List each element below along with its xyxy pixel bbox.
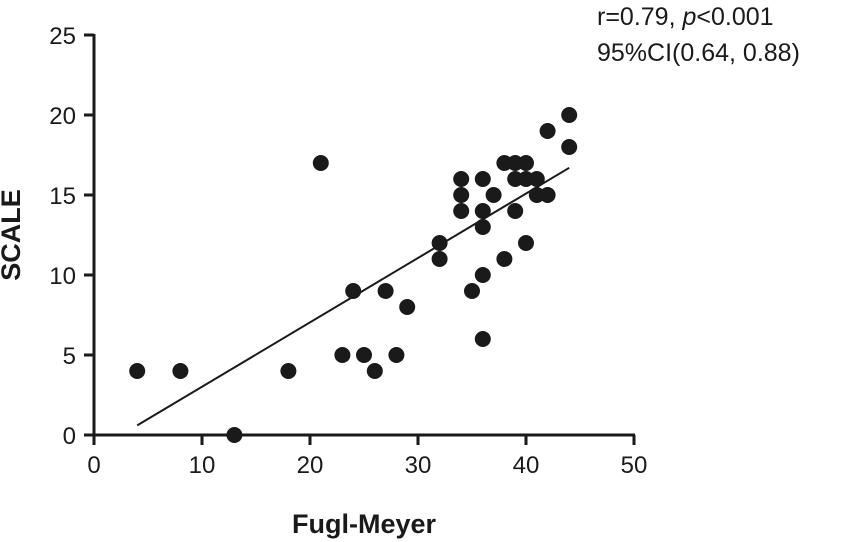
data-point <box>226 427 243 443</box>
data-point <box>453 171 470 187</box>
data-point <box>399 299 416 315</box>
y-tick-label: 20 <box>49 103 76 130</box>
data-point <box>474 203 491 219</box>
data-point <box>388 347 405 363</box>
data-point <box>345 283 362 299</box>
y-tick-label: 25 <box>49 23 76 50</box>
data-points <box>129 107 578 443</box>
y-tick-label: 10 <box>49 263 76 290</box>
y-tick-label: 0 <box>63 423 76 450</box>
data-point <box>528 171 545 187</box>
x-tick-label: 50 <box>621 452 648 479</box>
correlation-annotation: r=0.79, p<0.001 <box>597 3 774 31</box>
data-point <box>453 187 470 203</box>
data-point <box>539 187 556 203</box>
data-point <box>377 283 394 299</box>
y-tick-label: 5 <box>63 343 76 370</box>
data-point <box>561 139 578 155</box>
data-point <box>312 155 329 171</box>
data-point <box>356 347 372 363</box>
data-point <box>129 363 146 379</box>
x-axis-title: Fugl-Meyer <box>292 509 437 539</box>
y-tick-label: 15 <box>49 183 76 210</box>
data-point <box>518 235 534 251</box>
x-tick-label: 40 <box>513 452 540 479</box>
data-point <box>280 363 297 379</box>
y-axis-title: SCALE <box>0 189 26 281</box>
x-tick-label: 20 <box>297 452 324 479</box>
r-value-text: r=0.79, <box>597 3 682 31</box>
data-point <box>431 235 448 251</box>
data-point <box>561 107 578 123</box>
x-tick-label: 0 <box>87 452 100 479</box>
data-point <box>453 203 470 219</box>
p-value-text: <0.001 <box>696 3 773 31</box>
axes: 0 10 20 30 40 50 0 5 10 15 20 25 <box>49 23 647 479</box>
data-point <box>464 283 480 299</box>
data-point <box>507 203 524 219</box>
data-point <box>474 171 491 187</box>
data-point <box>485 187 502 203</box>
confidence-interval-annotation: 95%CI(0.64, 0.88) <box>597 39 800 67</box>
data-point <box>518 155 534 171</box>
x-tick-label: 10 <box>189 452 216 479</box>
data-point <box>366 363 383 379</box>
data-point <box>334 347 351 363</box>
data-point <box>474 267 491 283</box>
data-point <box>496 251 513 267</box>
data-point <box>539 123 556 139</box>
p-symbol: p <box>681 3 696 31</box>
data-point <box>474 219 491 235</box>
x-tick-label: 30 <box>405 452 432 479</box>
data-point <box>431 251 448 267</box>
data-point <box>172 363 189 379</box>
data-point <box>474 331 491 347</box>
